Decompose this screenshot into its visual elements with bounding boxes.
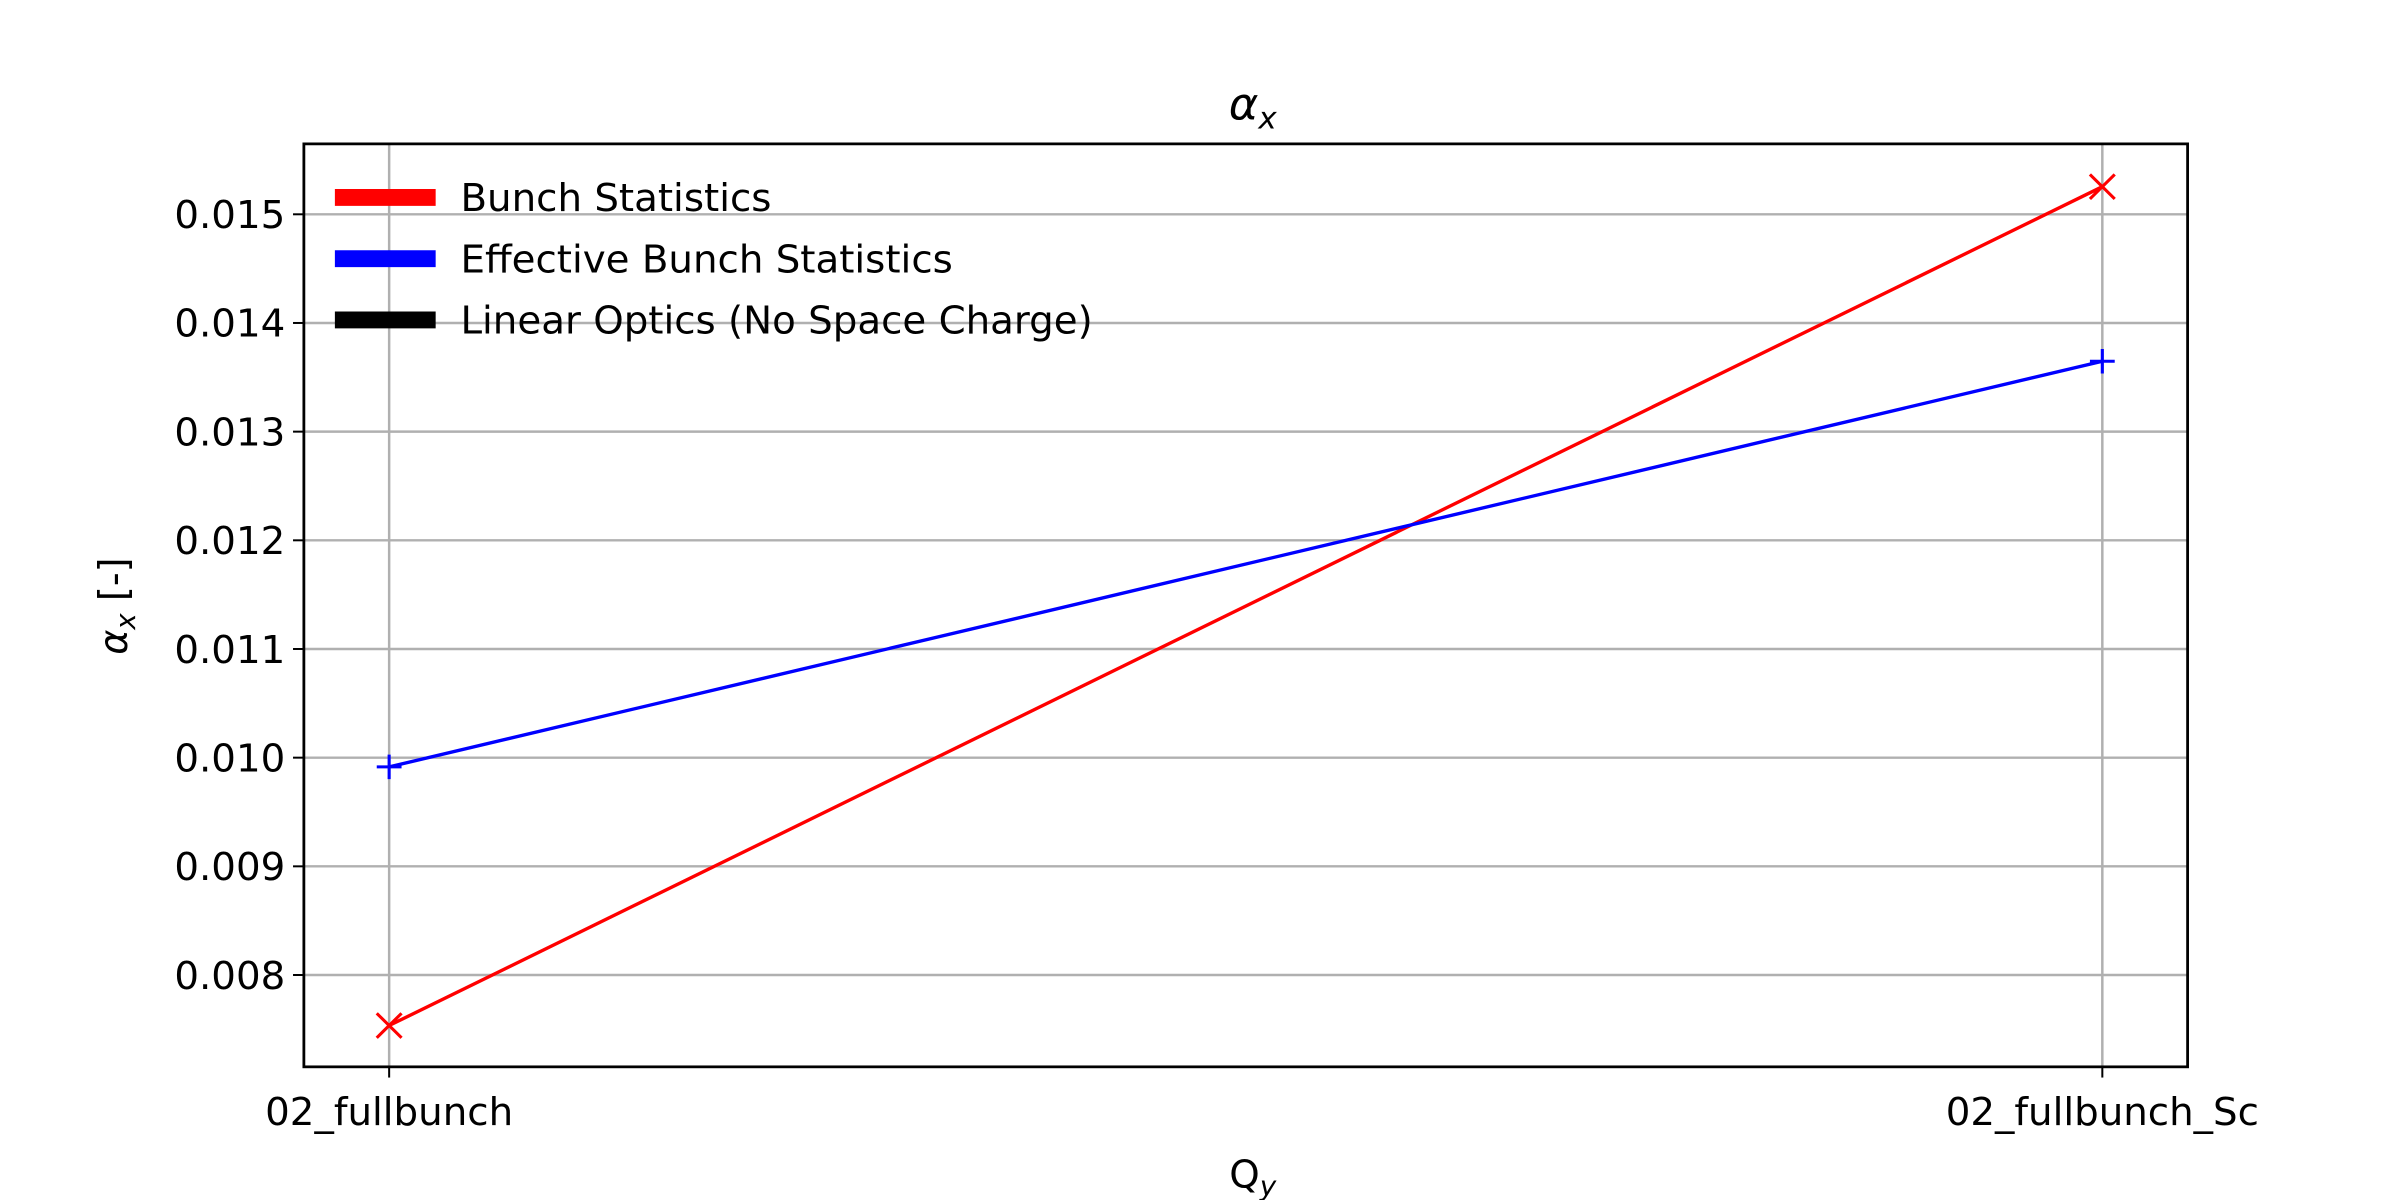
ylabel-suffix: [-]: [92, 557, 137, 613]
marker: [2089, 348, 2115, 374]
x-tick-label: 02_fullbunch: [265, 1090, 513, 1135]
plot-frame: [302, 142, 2189, 1069]
title-sub: x: [1257, 101, 1277, 137]
y-tick-label: 0.013: [174, 411, 285, 456]
ylabel-sub: x: [109, 613, 142, 631]
marker: [2088, 173, 2116, 201]
y-tick-label: 0.008: [174, 954, 285, 999]
xlabel-sub: y: [1259, 1170, 1277, 1200]
x-tick-label: 02_fullbunch_Sc: [1946, 1090, 2259, 1135]
y-tick-label: 0.012: [174, 519, 285, 564]
legend-label: Bunch Statistics: [460, 176, 771, 221]
title-main: α: [1229, 79, 1259, 131]
series-line: [388, 185, 2104, 1028]
legend-label: Linear Optics (No Space Charge): [460, 299, 1092, 344]
y-tick-label: 0.015: [174, 193, 285, 238]
y-tick-label: 0.011: [174, 628, 285, 673]
y-tick-label: 0.009: [174, 845, 285, 890]
y-tick-label: 0.010: [174, 737, 285, 782]
marker: [376, 754, 402, 780]
chart-title: αx: [1229, 79, 1278, 137]
y-tick-label: 0.014: [174, 302, 285, 347]
ylabel-main: α: [92, 630, 137, 655]
xlabel-main: Q: [1229, 1153, 1260, 1198]
x-axis-label: Qy: [1229, 1153, 1277, 1200]
series-line: [388, 359, 2103, 769]
y-axis-label: αx [-]: [92, 557, 142, 654]
marker: [375, 1012, 403, 1039]
legend-label: Effective Bunch Statistics: [460, 238, 952, 283]
